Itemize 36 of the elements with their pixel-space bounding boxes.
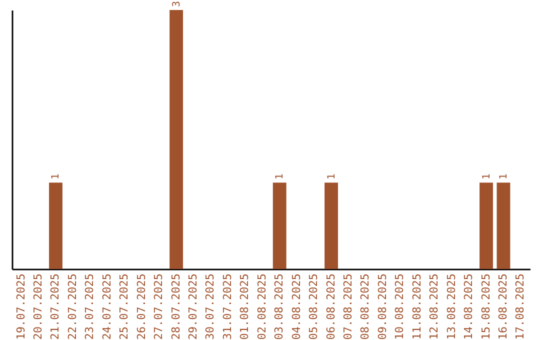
x-tick-label: 21.07.2025: [48, 274, 62, 340]
x-tick-label: 03.08.2025: [272, 274, 286, 340]
x-tick-label: 14.08.2025: [462, 274, 476, 340]
x-tick-label: 19.07.2025: [14, 274, 28, 340]
x-tick-label: 15.08.2025: [479, 274, 492, 340]
data-label: 1: [326, 174, 338, 180]
x-tick-label: 25.07.2025: [118, 274, 131, 340]
x-tick-label: 05.08.2025: [307, 274, 320, 340]
data-label: 1: [274, 174, 286, 180]
x-tick-label: 11.08.2025: [410, 274, 424, 340]
x-tick-label: 12.08.2025: [428, 274, 441, 340]
x-tick-label: 02.08.2025: [255, 274, 268, 340]
x-tick-label: 09.08.2025: [376, 274, 389, 340]
x-tick-label: 27.07.2025: [152, 274, 166, 340]
x-tick-label: 22.07.2025: [66, 274, 79, 340]
x-tick-label: 10.08.2025: [393, 274, 406, 340]
x-tick-label: 20.07.2025: [32, 274, 45, 340]
x-tick-label: 16.08.2025: [496, 274, 510, 340]
x-tick-label: 29.07.2025: [186, 274, 200, 340]
x-tick-label: 13.08.2025: [444, 274, 458, 340]
x-tick-label: 07.08.2025: [341, 274, 354, 340]
x-tick-label: 28.07.2025: [169, 274, 182, 340]
data-label: 3: [171, 0, 182, 7]
x-tick-label: 24.07.2025: [100, 274, 114, 340]
x-tick-label: 01.08.2025: [238, 274, 252, 340]
x-tick-label: 30.07.2025: [204, 274, 217, 340]
x-tick-label: 06.08.2025: [324, 274, 338, 340]
data-label: 1: [498, 174, 510, 180]
data-label: 1: [50, 174, 62, 180]
x-tick-label: 23.07.2025: [83, 274, 96, 340]
x-tick-label: 04.08.2025: [290, 274, 303, 340]
x-tick-label: 31.07.2025: [220, 274, 234, 340]
data-label: 1: [481, 174, 492, 180]
x-tick-label: 08.08.2025: [358, 274, 372, 340]
x-tick-label: 26.07.2025: [134, 274, 148, 340]
x-tick-label: 17.08.2025: [514, 274, 527, 340]
